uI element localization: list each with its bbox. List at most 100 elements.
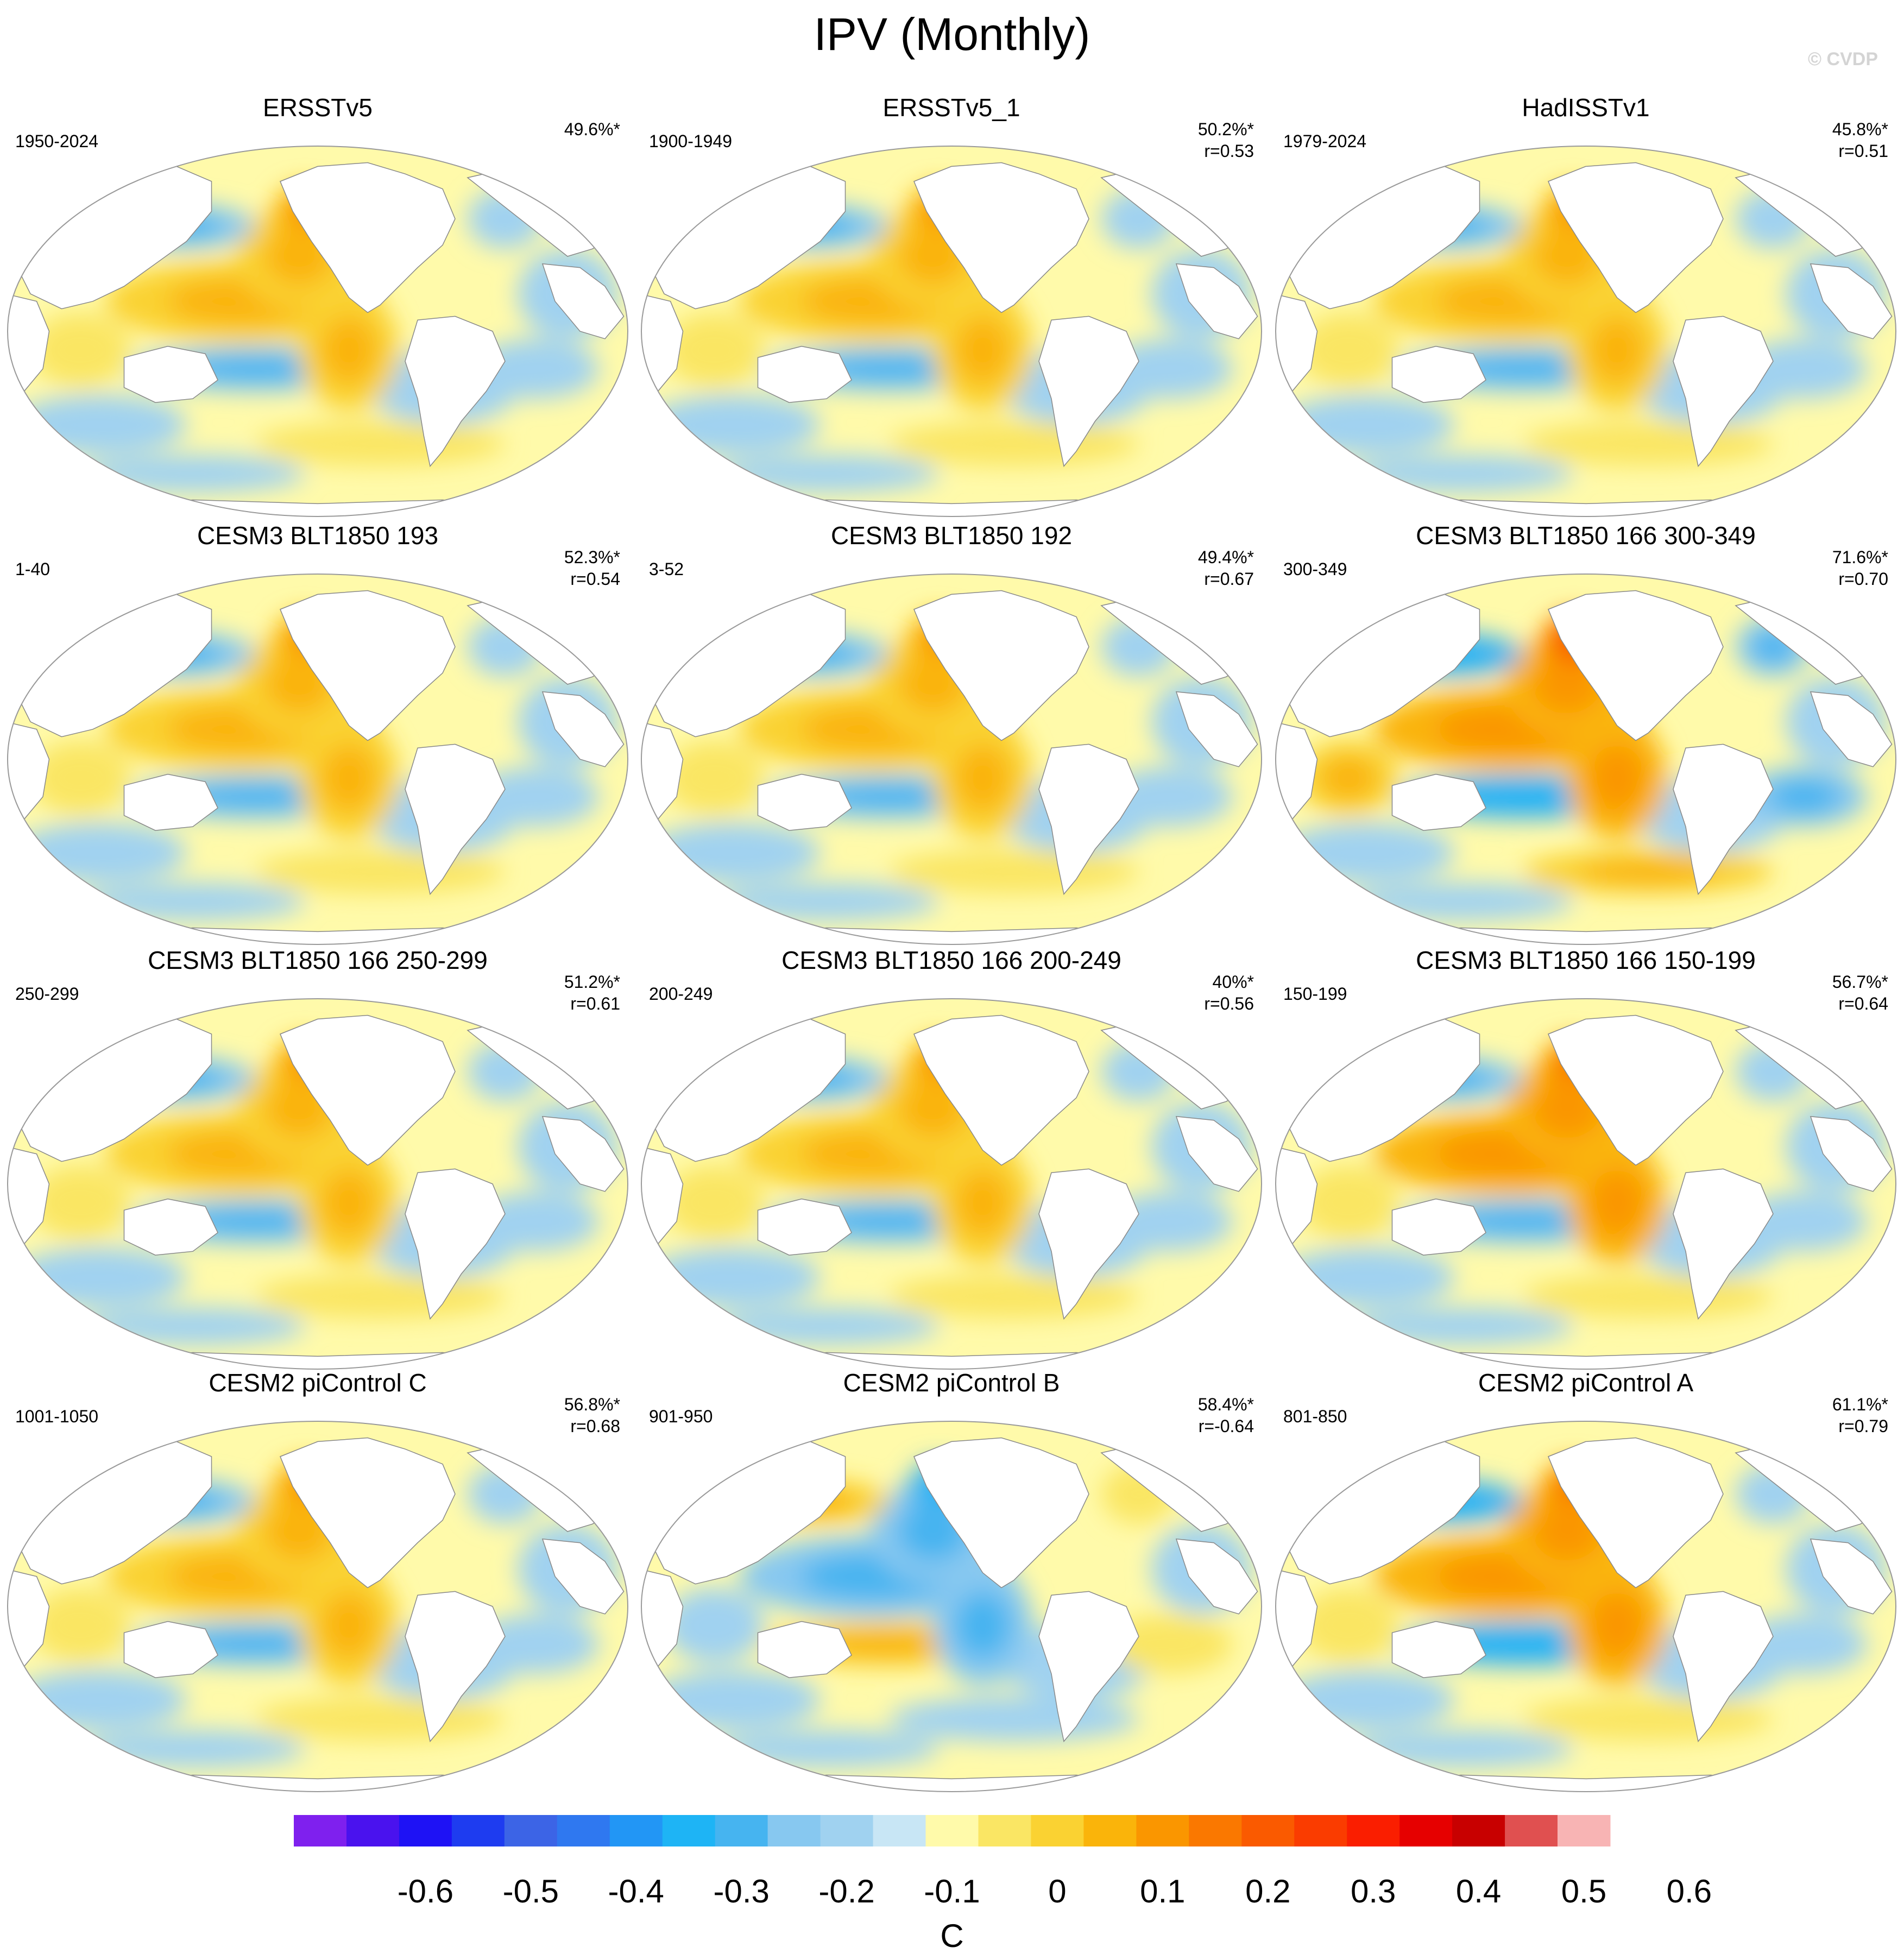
- panel-stats: 40%* r=0.56: [1204, 971, 1254, 1014]
- colorbar-swatch: [715, 1815, 768, 1846]
- land-australia: [123, 1198, 218, 1256]
- land-northAmerica: [280, 1014, 456, 1166]
- anomaly-region: [30, 740, 130, 816]
- anomaly-core: [321, 745, 377, 811]
- pattern-correlation: r=0.68: [570, 1416, 620, 1436]
- sst-anomaly-map: [7, 573, 628, 945]
- panel-stats: 61.1%* r=0.79: [1832, 1394, 1888, 1437]
- land-northAmerica: [280, 590, 456, 741]
- panel-stats: 51.2%* r=0.61: [564, 971, 620, 1014]
- land-southAmerica: [1038, 1591, 1139, 1743]
- panel-years: 200-249: [649, 984, 713, 1004]
- panel-stats: 49.4%* r=0.67: [1198, 546, 1254, 590]
- panel-title: CESM2 piControl A: [1478, 1369, 1694, 1397]
- anomaly-region: [1298, 1165, 1398, 1240]
- land-southAmerica: [1038, 743, 1139, 896]
- copyright-watermark: © CVDP: [1808, 49, 1878, 70]
- sst-anomaly-map: [7, 1421, 628, 1792]
- panel-stats: 56.7%* r=0.64: [1832, 971, 1888, 1014]
- land-northAmerica: [1548, 1014, 1724, 1166]
- anomaly-region: [664, 1587, 764, 1663]
- anomaly-core: [820, 1209, 958, 1234]
- panel-years: 901-950: [649, 1407, 713, 1426]
- panel-stats: 58.4%* r=-0.64: [1198, 1394, 1254, 1437]
- anomaly-region: [1107, 766, 1233, 827]
- pattern-correlation: r=0.70: [1838, 569, 1888, 589]
- anomaly-core: [1589, 1169, 1645, 1236]
- map-panel: CESM2 piControl B 901-950 58.4%* r=-0.64: [639, 1367, 1264, 1792]
- colorbar-swatch: [662, 1815, 716, 1846]
- land-southAmerica: [405, 316, 506, 468]
- map-outline: [641, 146, 1262, 517]
- panel-years: 1950-2024: [15, 131, 99, 151]
- anomaly-region: [255, 1696, 505, 1742]
- pattern-correlation: r=0.79: [1838, 1416, 1888, 1436]
- land-northAmerica: [913, 590, 1089, 741]
- panel-stats: 45.8%* r=0.51: [1832, 118, 1888, 162]
- anomaly-region: [889, 849, 1139, 894]
- variance-percent: 61.1%*: [1832, 1395, 1888, 1414]
- variance-percent: 56.7%*: [1832, 972, 1888, 992]
- pattern-correlation: r=0.61: [570, 994, 620, 1013]
- panel-stats: 56.8%* r=0.68: [564, 1394, 620, 1437]
- map-outline: [1275, 998, 1896, 1370]
- anomaly-core: [955, 745, 1011, 811]
- land-northAmerica: [913, 1437, 1089, 1589]
- pattern-correlation: r=0.51: [1838, 141, 1888, 161]
- map-panel: CESM2 piControl A 801-850 61.1%* r=0.79: [1273, 1367, 1898, 1792]
- anomaly-core: [955, 1169, 1011, 1236]
- land-africaEast: [8, 1568, 50, 1667]
- sst-anomaly-map: [641, 146, 1262, 517]
- land-africaEast: [8, 1146, 50, 1245]
- land-africaEast: [641, 1568, 684, 1667]
- colorbar-swatch: [504, 1815, 558, 1846]
- anomaly-region: [1523, 421, 1773, 467]
- land-southAmerica: [405, 743, 506, 896]
- land-africaEast: [1276, 293, 1318, 392]
- land-southAmerica: [1673, 743, 1774, 896]
- land-africaWest: [1810, 691, 1893, 767]
- anomaly-region: [474, 1614, 599, 1674]
- anomaly-region: [889, 421, 1139, 467]
- land-southAmerica: [1038, 1168, 1139, 1320]
- colorbar-swatch: [1189, 1815, 1242, 1846]
- sst-anomaly-map: [641, 998, 1262, 1370]
- land-africaWest: [1810, 1116, 1893, 1192]
- colorbar-units: C: [940, 1918, 964, 1954]
- colorbar-tick-label: -0.5: [502, 1873, 559, 1909]
- land-africaEast: [8, 721, 50, 820]
- colorbar-swatch: [557, 1815, 610, 1846]
- land-africaEast: [1276, 721, 1318, 820]
- map-outline: [641, 998, 1262, 1370]
- colorbar-tick-label: 0.2: [1245, 1873, 1291, 1909]
- anomaly-region: [1523, 1274, 1773, 1319]
- anomaly-core: [1770, 780, 1839, 814]
- land-australia: [123, 1621, 218, 1678]
- land-southAmerica: [1673, 316, 1774, 468]
- map-outline: [7, 573, 628, 945]
- sst-anomaly-map: [641, 1421, 1262, 1792]
- variance-percent: 49.4%*: [1197, 547, 1254, 567]
- colorbar-tick-label: 0: [1048, 1873, 1067, 1909]
- colorbar-tick-label: 0.4: [1455, 1873, 1502, 1909]
- land-africaEast: [8, 293, 50, 392]
- anomaly-region: [1298, 1587, 1398, 1663]
- map-outline: [7, 998, 628, 1370]
- anomaly-region: [30, 1165, 130, 1240]
- variance-percent: 40%*: [1212, 972, 1254, 992]
- panel-years: 1979-2024: [1283, 131, 1367, 151]
- land-northAmerica: [1548, 162, 1724, 313]
- colorbar-swatch: [1399, 1815, 1453, 1846]
- colorbar-swatch: [767, 1815, 821, 1846]
- panel-title: CESM3 BLT1850 192: [830, 521, 1073, 550]
- land-africaWest: [1175, 1538, 1258, 1615]
- colorbar-swatch: [1505, 1815, 1558, 1846]
- map-outline: [7, 146, 628, 517]
- colorbar-swatch: [1241, 1815, 1295, 1846]
- colorbar-tick-label: 0.6: [1666, 1873, 1712, 1909]
- land-africaEast: [641, 721, 684, 820]
- panel-stats: 71.6%* r=0.70: [1832, 546, 1888, 590]
- anomaly-region: [889, 1696, 1139, 1742]
- panel-title: CESM2 piControl B: [843, 1369, 1060, 1397]
- map-outline: [641, 573, 1262, 945]
